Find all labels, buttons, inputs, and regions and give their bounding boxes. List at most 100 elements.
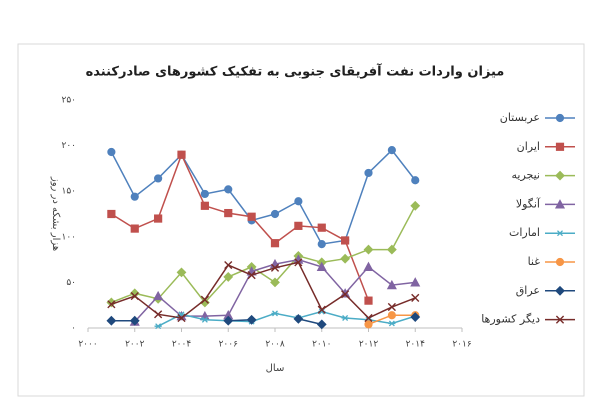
point <box>177 313 186 323</box>
legend-label: عربستان <box>500 111 540 124</box>
legend-marker <box>555 142 565 151</box>
chart-title: میزان واردات نفت آفریقای جنوبی به تفکیک … <box>86 63 505 80</box>
point <box>270 209 280 219</box>
legend-marker <box>556 230 564 237</box>
point <box>364 296 373 305</box>
legend-label: امارات <box>509 226 540 239</box>
point <box>410 312 421 322</box>
point <box>294 197 303 206</box>
point <box>386 279 397 290</box>
point <box>411 176 420 185</box>
point <box>201 316 209 323</box>
legend-marker <box>554 199 566 209</box>
point <box>364 313 373 323</box>
point <box>386 244 397 255</box>
chart-frame <box>17 43 585 397</box>
point <box>270 239 280 248</box>
legend-label: آنگولا <box>516 196 541 210</box>
point <box>271 310 279 317</box>
point <box>410 200 421 211</box>
point <box>270 263 280 272</box>
point <box>176 267 187 278</box>
legend-marker <box>555 113 565 123</box>
point <box>387 302 396 312</box>
legend-label: غنا <box>528 255 541 268</box>
point <box>154 174 163 183</box>
y-tick-label: ۱۵۰ <box>61 187 76 197</box>
series-line <box>111 261 416 319</box>
legend-label: ایران <box>517 140 540 153</box>
legend-marker <box>555 285 565 296</box>
legend-marker <box>555 315 565 324</box>
point <box>107 209 116 219</box>
point <box>294 221 303 230</box>
x-tick-label: ۲۰۱۰ <box>312 340 331 350</box>
point <box>363 261 374 271</box>
point <box>106 315 117 326</box>
series-line <box>111 205 416 304</box>
point <box>388 320 396 327</box>
point <box>316 319 327 330</box>
point <box>200 295 209 304</box>
point <box>130 192 139 201</box>
point <box>130 291 139 301</box>
point <box>317 305 326 314</box>
y-tick-label: ۵۰ <box>66 278 76 288</box>
point <box>341 314 349 321</box>
x-tick-label: ۲۰۱۲ <box>359 340 379 350</box>
point <box>224 185 233 194</box>
point <box>224 208 233 218</box>
point <box>317 223 326 232</box>
series-line <box>110 149 416 245</box>
point <box>316 261 327 271</box>
point <box>200 201 209 210</box>
x-tick-label: ۲۰۰۴ <box>172 340 192 350</box>
y-tick-label: ۱۰۰ <box>61 232 76 242</box>
point <box>317 239 326 249</box>
point <box>411 293 420 302</box>
point <box>341 290 350 299</box>
point <box>246 314 257 325</box>
point <box>364 168 373 178</box>
point <box>364 320 373 329</box>
point <box>223 272 234 282</box>
point <box>154 323 162 330</box>
point <box>293 313 304 324</box>
point <box>224 260 233 270</box>
series-line <box>157 310 416 327</box>
y-tick-label: ۰ <box>71 324 76 334</box>
point <box>177 150 186 159</box>
point <box>387 311 396 320</box>
point <box>129 315 140 326</box>
point <box>154 310 163 319</box>
point <box>154 214 163 223</box>
x-tick-label: ۲۰۱۶ <box>452 340 472 350</box>
point <box>294 258 303 267</box>
x-axis-label: سال <box>266 363 285 374</box>
point <box>153 290 164 301</box>
point <box>247 271 256 280</box>
point <box>410 277 421 287</box>
point <box>340 253 351 264</box>
point <box>363 244 374 255</box>
point <box>107 147 116 157</box>
x-tick-label: ۲۰۰۸ <box>265 340 285 350</box>
y-axis-label: هزار بشکه در روز <box>50 176 61 251</box>
legend-label: نیجریه <box>511 169 540 182</box>
legend-marker <box>555 257 565 267</box>
legend-label: دیگر کشورها <box>481 313 540 326</box>
x-tick-label: ۲۰۰۲ <box>125 340 145 350</box>
point <box>129 288 140 299</box>
x-tick-label: ۲۰۰۶ <box>219 340 239 350</box>
point <box>341 236 350 245</box>
y-tick-label: ۲۰۰ <box>61 141 76 151</box>
point <box>200 189 209 199</box>
point <box>107 300 116 309</box>
point <box>387 146 396 155</box>
point <box>247 212 256 221</box>
point <box>270 277 280 288</box>
legend-label: عراق <box>516 284 540 297</box>
x-tick-label: ۲۰۱۴ <box>406 340 426 350</box>
